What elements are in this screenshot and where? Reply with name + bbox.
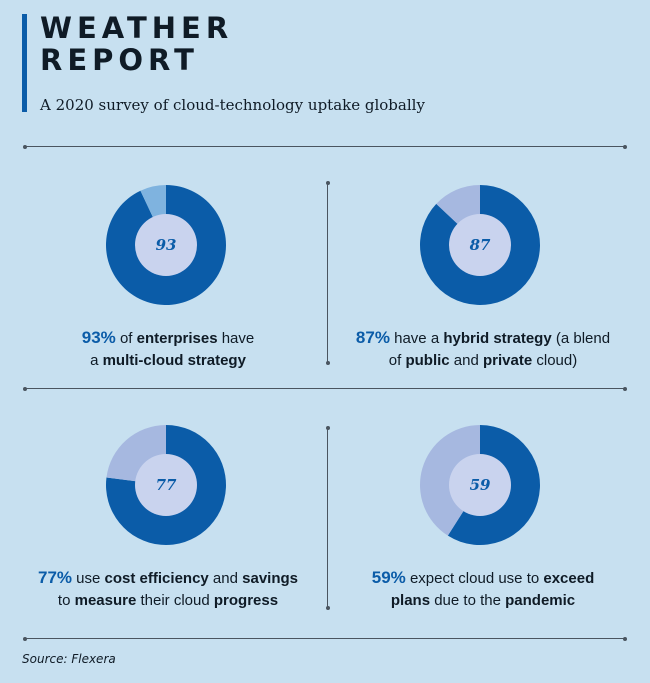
caption-text: plans (390, 592, 431, 609)
divider-bottom (23, 636, 627, 641)
caption-percentage: 87% (355, 328, 390, 347)
caption-text: of (115, 330, 137, 347)
caption-percentage: 93% (81, 328, 116, 347)
caption-text: multi-cloud strategy (102, 352, 246, 369)
divider-vertical-top (325, 181, 330, 365)
donut-svg-multicloud: 93 (105, 185, 226, 305)
caption-text: pandemic (505, 592, 576, 609)
donut-center (135, 214, 197, 276)
donut-center-value: 93 (156, 236, 177, 254)
title-line-2: REPORT (40, 43, 199, 77)
donut-center-value: 59 (470, 476, 491, 494)
caption-text: measure (74, 592, 137, 609)
caption-text: a (90, 352, 103, 369)
caption-text: private (483, 352, 533, 369)
caption-text: enterprises (136, 330, 218, 347)
caption-pandemic: 59% expect cloud use to exceed plans due … (333, 567, 633, 612)
donut-chart-pandemic: 59 (419, 424, 541, 546)
caption-text: have a (389, 330, 444, 347)
caption-text: of (388, 352, 406, 369)
donut-center (135, 454, 197, 516)
caption-text: to (57, 592, 75, 609)
title-accent-bar (22, 14, 27, 112)
title-line-1: WEATHER (40, 11, 234, 45)
donut-svg-hybrid: 87 (420, 185, 540, 305)
caption-text: due to the (430, 592, 506, 609)
caption-percentage: 59% (371, 568, 406, 587)
donut-chart-hybrid: 87 (419, 184, 541, 306)
caption-text: their cloud (136, 592, 214, 609)
caption-text: public (405, 352, 450, 369)
divider-middle (23, 386, 627, 391)
donut-center-value: 87 (470, 236, 491, 254)
donut-chart-multicloud: 93 (105, 184, 227, 306)
donut-center-value: 77 (156, 476, 177, 494)
divider-top (23, 144, 627, 149)
caption-text: hybrid strategy (443, 330, 552, 347)
caption-text: savings (242, 570, 299, 587)
caption-text: use (72, 570, 105, 587)
caption-text: (a blend (551, 330, 611, 347)
caption-multicloud: 93% of enterprises have a multi-cloud str… (18, 327, 318, 372)
donut-svg-pandemic: 59 (419, 425, 540, 545)
caption-cost-efficiency: 77% use cost efficiency and savings to me… (18, 567, 318, 612)
caption-text: exceed (543, 570, 595, 587)
caption-text: expect cloud use to (405, 570, 544, 587)
caption-text: cost efficiency (104, 570, 209, 587)
caption-text: and (449, 352, 483, 369)
source-note: Source: Flexera (22, 652, 116, 666)
caption-hybrid: 87% have a hybrid strategy (a blend of pu… (333, 327, 633, 372)
donut-svg-cost-efficiency: 77 (106, 425, 226, 545)
donut-center (449, 214, 511, 276)
page-title: WEATHER REPORT (40, 12, 233, 76)
caption-percentage: 77% (37, 568, 73, 587)
page-subtitle: A 2020 survey of cloud-technology uptake… (40, 96, 425, 114)
caption-text: progress (213, 592, 279, 609)
donut-chart-cost-efficiency: 77 (105, 424, 227, 546)
caption-text: and (208, 570, 243, 587)
caption-text: cloud) (532, 352, 578, 369)
caption-text: have (217, 330, 255, 347)
donut-center (449, 454, 511, 516)
divider-vertical-bottom (325, 426, 330, 610)
